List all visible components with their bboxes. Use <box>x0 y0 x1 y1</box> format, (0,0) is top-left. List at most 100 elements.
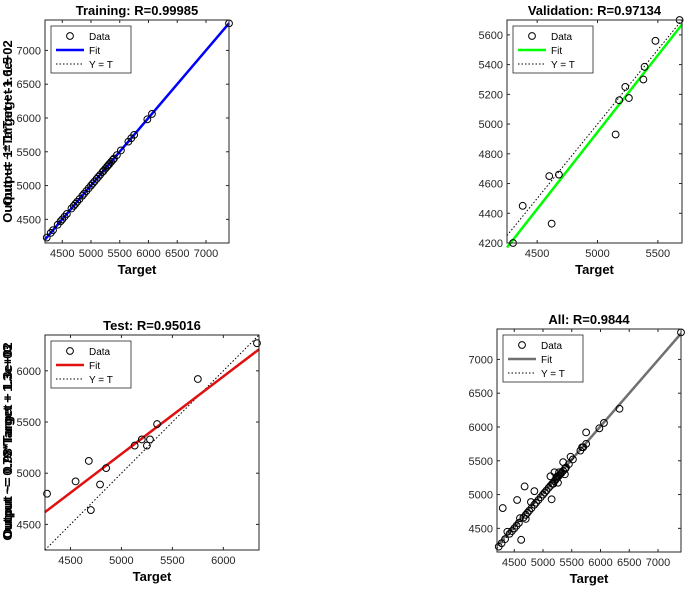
x-tick-label: 5000 <box>585 248 609 260</box>
data-point <box>498 504 507 512</box>
data-point <box>566 452 575 461</box>
y-tick-label: 5000 <box>469 490 493 502</box>
data-point <box>569 455 577 464</box>
legend-entry-identity: Y = T <box>89 375 113 386</box>
data-point <box>62 210 71 218</box>
data-point <box>536 493 545 502</box>
legend-entry-identity: Y = T <box>541 369 565 380</box>
x-tick-label: 6000 <box>588 557 612 569</box>
data-point <box>88 179 97 188</box>
y-tick-label: 5000 <box>17 468 41 480</box>
identity-line <box>506 19 683 236</box>
data-point <box>518 201 527 210</box>
y-tick-label: 5600 <box>479 30 503 42</box>
legend-entry-data: Data <box>551 32 573 43</box>
data-point <box>71 477 80 486</box>
data-point <box>46 228 55 237</box>
data-point <box>542 486 551 495</box>
x-tick-label: 5500 <box>560 557 584 569</box>
data-point <box>582 428 591 437</box>
data-point <box>523 508 532 517</box>
data-point <box>525 506 534 515</box>
data-point <box>130 441 139 450</box>
data-point <box>60 212 69 221</box>
data-point <box>615 404 624 413</box>
data-point <box>148 110 156 118</box>
data-point <box>86 506 95 514</box>
data-point <box>102 464 111 472</box>
x-axis-label: Target <box>133 569 172 584</box>
axes-box <box>44 334 260 551</box>
chart-title: Validation: R=0.97134 <box>528 3 662 18</box>
data-point <box>512 521 521 530</box>
legend-entry-identity: Y = T <box>551 60 575 71</box>
data-point <box>624 94 633 102</box>
subplot-1: 4500 5000 5500 6000 6500 7000 4500 5000 5500 6000… <box>0 3 233 277</box>
x-tick-label: 6500 <box>165 248 189 260</box>
data-point <box>514 519 523 527</box>
y-tick-label: 7000 <box>17 45 41 57</box>
data-point <box>651 36 660 45</box>
y-tick-label: 5500 <box>17 417 41 429</box>
data-point <box>137 435 146 444</box>
x-tick-label: 5500 <box>160 555 184 567</box>
data-point <box>71 199 80 208</box>
data-point <box>520 482 529 491</box>
x-tick-label: 5500 <box>646 248 670 260</box>
y-tick-label: 6000 <box>17 113 41 125</box>
legend-data-marker <box>66 347 74 355</box>
y-tick-label: 7000 <box>469 354 493 366</box>
y-tick-label: 5400 <box>479 60 503 72</box>
data-point <box>146 435 154 444</box>
subplot-2: 4500 5000 5500 4200 4400 4600 4800 5000 5200 5400… <box>0 3 684 277</box>
data-point <box>639 75 648 84</box>
data-point <box>42 233 51 242</box>
data-point <box>130 130 139 139</box>
chart-title: Training: R=0.99985 <box>76 3 198 18</box>
y-tick-label: 4500 <box>469 523 493 535</box>
x-axis-label: Target <box>118 262 157 277</box>
x-tick-label: 4500 <box>502 557 526 569</box>
x-tick-label: 7000 <box>646 557 670 569</box>
data-point <box>58 215 67 224</box>
y-tick-label: 5500 <box>469 456 493 468</box>
axes-box <box>506 19 683 244</box>
data-point <box>554 170 563 179</box>
data-point <box>90 177 99 186</box>
legend: Data Fit Y = T <box>50 340 132 389</box>
axes-box <box>496 328 682 553</box>
data-point <box>547 495 556 504</box>
y-tick-label: 4800 <box>479 149 503 161</box>
y-tick-label: 5500 <box>17 147 41 159</box>
fit-line <box>506 23 683 249</box>
y-tick-label: 4400 <box>479 208 503 220</box>
data-point <box>545 172 554 181</box>
data-point <box>253 339 261 348</box>
data-point <box>611 130 620 139</box>
legend-entry-data: Data <box>89 32 111 43</box>
legend-data-marker <box>518 341 526 349</box>
data-point <box>532 498 540 507</box>
y-tick-label: 5000 <box>17 181 41 193</box>
y-tick-label: 6000 <box>17 366 41 378</box>
legend: Data Fit Y = T <box>50 25 132 74</box>
data-point <box>108 155 117 164</box>
y-axis-label: Output ~= 1*Target + 1.5 <box>0 57 15 206</box>
data-point <box>621 83 630 91</box>
data-point <box>513 496 522 504</box>
data-point <box>80 189 88 198</box>
x-axis-label: Target <box>575 262 614 277</box>
data-point <box>143 115 152 124</box>
x-tick-label: 5000 <box>109 555 133 567</box>
data-point <box>530 500 539 509</box>
data-point <box>516 514 524 523</box>
legend-entry-fit: Fit <box>541 355 552 366</box>
data-point <box>534 496 543 504</box>
data-point <box>82 187 91 195</box>
chart-title: Test: R=0.95016 <box>103 318 201 333</box>
legend-entry-fit: Fit <box>89 361 100 372</box>
data-point <box>547 219 556 228</box>
data-point <box>510 524 519 533</box>
y-tick-label: 4500 <box>17 214 41 226</box>
